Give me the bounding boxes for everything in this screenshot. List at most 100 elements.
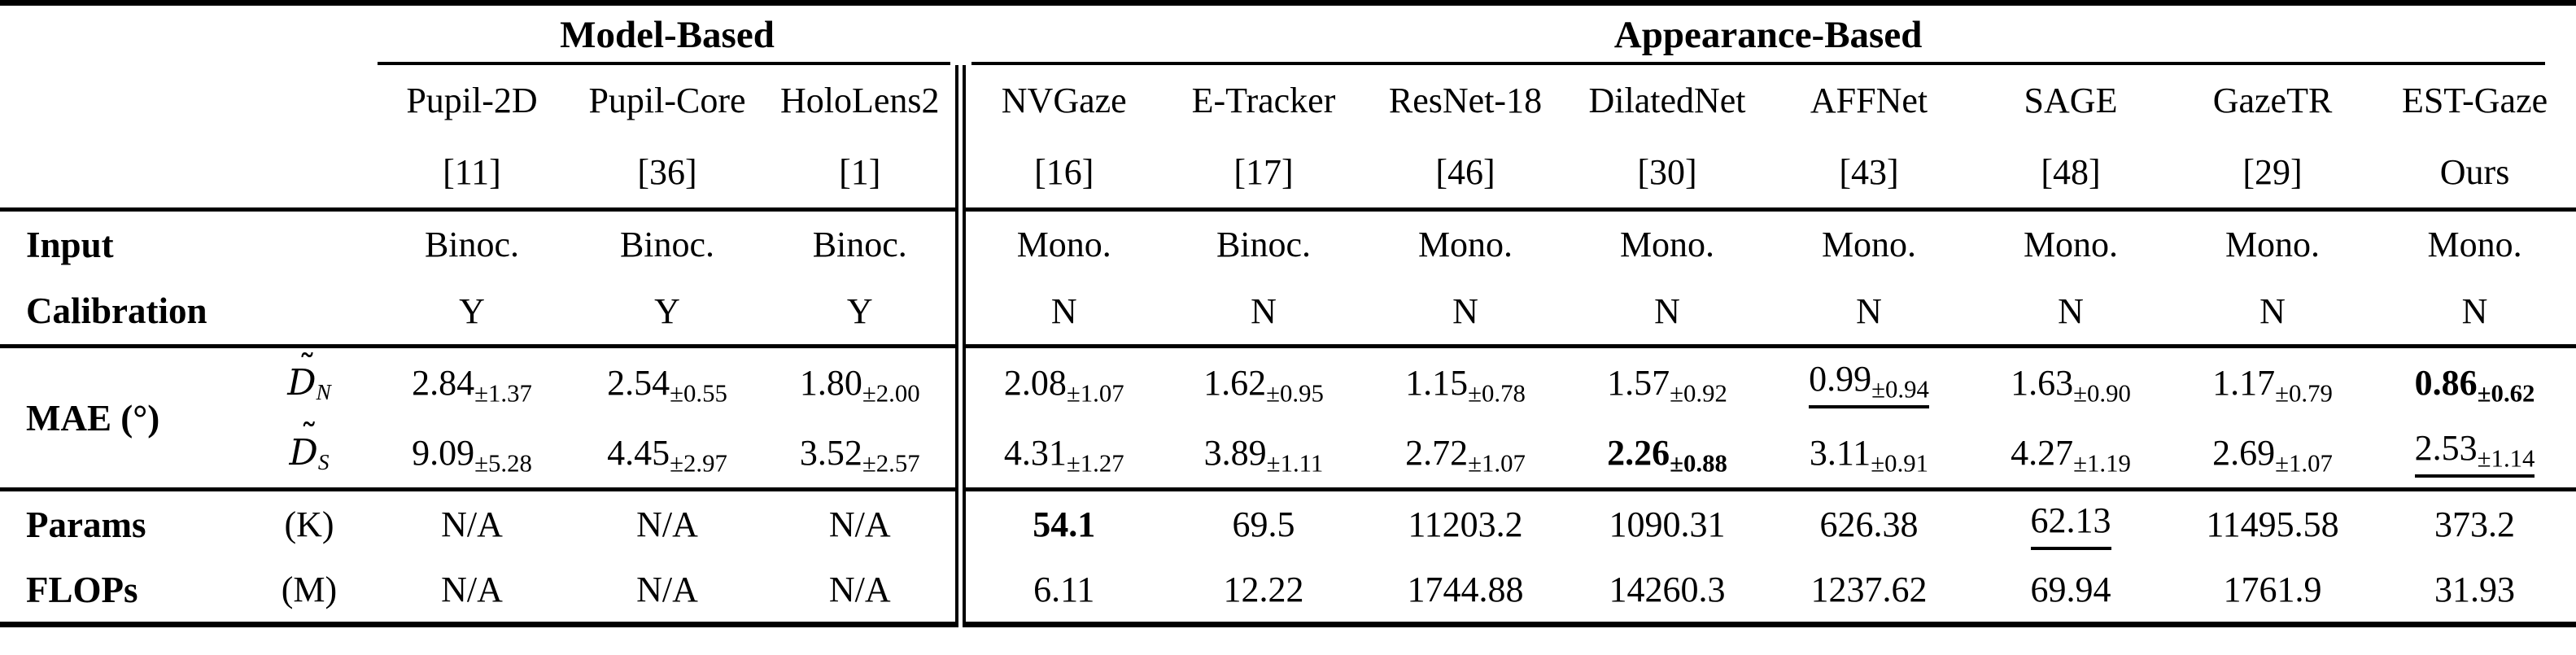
input-cell: Binoc. (1216, 225, 1312, 265)
group-label: Model-Based (560, 14, 775, 57)
column-name-gazetr: GazeTR (2212, 81, 2333, 120)
column-name-pupil-2d: Pupil-2D (406, 81, 538, 120)
mae-cell: 2.84±1.37 (412, 363, 532, 408)
flops-unit: (M) (281, 570, 338, 610)
flops-cell: 1744.88 (1407, 570, 1524, 610)
column-ref: [29] (2242, 151, 2303, 192)
column-name-dilatednet: DilatedNet (1588, 81, 1746, 120)
column-name-e-tracker: E-Tracker (1191, 81, 1336, 120)
column-names-row: Pupil-2D Pupil-Core HoloLens2 NVGaze E-T… (0, 64, 2576, 137)
spacer-cell (244, 278, 374, 347)
column-ref: [36] (637, 151, 697, 192)
column-ref: [30] (1637, 151, 1697, 192)
input-cell: Binoc. (812, 225, 907, 265)
column-name-hololens2: HoloLens2 (779, 81, 940, 120)
input-cell: Mono. (2023, 225, 2119, 265)
column-name-est-gaze: EST-Gaze (2401, 81, 2548, 120)
dataset-symbol-dn: D ˜ N (287, 347, 331, 405)
params-cell: 69.5 (1232, 504, 1295, 545)
flops-cell: 1237.62 (1810, 570, 1928, 610)
input-cell: Mono. (2427, 225, 2522, 265)
row-label-flops: FLOPs (26, 569, 138, 610)
mae-cell-bold: 0.86±0.62 (2414, 363, 2535, 408)
input-row: Input Binoc. Binoc. Binoc. Mono. Binoc. … (0, 209, 2576, 278)
group-header-model-based: Model-Based (374, 3, 960, 65)
mae-cell: 3.11±0.91 (1809, 432, 1929, 478)
input-cell: Mono. (1417, 225, 1513, 265)
params-cell: 11203.2 (1408, 504, 1523, 545)
mae-cell: 2.54±0.55 (607, 363, 727, 408)
flops-cell: N/A (636, 570, 698, 610)
calibration-cell: N (1654, 290, 1680, 331)
params-cell: N/A (636, 504, 698, 545)
mae-cell: 1.80±2.00 (799, 363, 920, 408)
calibration-cell: N (1452, 290, 1478, 331)
calibration-cell: N (1251, 290, 1277, 331)
mae-cell: 1.17±0.79 (2212, 363, 2333, 408)
calibration-row: Calibration Y Y Y N N N N N N N N (0, 277, 2576, 347)
params-cell: N/A (441, 504, 503, 545)
column-ref: [17] (1233, 151, 1294, 192)
row-label-input: Input (26, 224, 114, 265)
column-name-nvgaze: NVGaze (954, 64, 1163, 137)
flops-cell: 69.94 (2030, 570, 2111, 610)
flops-cell: N/A (828, 570, 891, 610)
mae-cell: 1.15±0.78 (1405, 363, 1526, 408)
mae-cell-underlined: 0.99±0.94 (1768, 347, 1970, 418)
params-cell: 373.2 (2434, 504, 2516, 545)
mae-ds-row: D ˜ S 9.09±5.28 4.45±2.97 3.52±2.57 4.31±1… (0, 417, 2576, 490)
dataset-symbol-ds: D ˜ S (289, 417, 330, 474)
calibration-cell: N (2259, 290, 2286, 331)
column-ref: [43] (1839, 151, 1899, 192)
calibration-cell: Y (846, 290, 873, 331)
mae-cell: 2.08±1.07 (954, 346, 1163, 418)
flops-cell: 12.22 (1223, 570, 1304, 610)
corner-spacer (0, 65, 374, 137)
params-row: Params (K) N/A N/A N/A 54.1 69.5 11203.2… (0, 489, 2576, 558)
calibration-cell: Y (459, 290, 485, 331)
group-label: Appearance-Based (1613, 14, 1923, 57)
column-ref: [48] (2041, 151, 2101, 192)
column-refs-row: [11] [36] [1] [16] [17] [46] [30] [43] [… (0, 136, 2576, 210)
mae-cell: 2.69±1.07 (2212, 432, 2333, 478)
mae-dn-row: MAE (°) D ˜ N 2.84±1.37 2.54±0.55 1.80±2.0… (0, 346, 2576, 439)
mae-cell: 3.89±1.11 (1203, 432, 1324, 478)
tilde-accent: ˜ (299, 417, 318, 459)
row-label-calibration: Calibration (26, 290, 207, 332)
group-header-appearance-based: Appearance-Based (960, 3, 2576, 65)
input-cell: Binoc. (424, 225, 520, 265)
input-cell: Binoc. (619, 225, 715, 265)
mae-cell: 2.72±1.07 (1405, 432, 1526, 478)
cmidrule-appearance (971, 61, 2546, 65)
row-label-mae: MAE (°) (26, 397, 160, 439)
column-ref: [1] (839, 151, 881, 192)
mae-cell: 3.52±2.57 (799, 432, 920, 478)
column-name-pupil-core: Pupil-Core (588, 81, 746, 120)
flops-cell: 1761.9 (2223, 570, 2322, 610)
row-label-params: Params (26, 504, 146, 545)
corner-spacer (0, 3, 374, 65)
input-cell: Mono. (954, 209, 1163, 278)
flops-row: FLOPs (M) N/A N/A N/A 6.11 12.22 1744.88… (0, 557, 2576, 625)
params-cell: 11495.58 (2206, 504, 2339, 545)
flops-cell: N/A (441, 570, 503, 610)
calibration-cell: N (2058, 290, 2084, 331)
method-comparison-table: Model-Based Appearance-Based Pupil-2D Pu… (0, 0, 2576, 625)
cmidrule-model (378, 61, 950, 65)
input-cell: Mono. (2225, 225, 2321, 265)
mae-cell: 1.57±0.92 (1607, 363, 1727, 408)
column-ref-ours: Ours (2439, 151, 2510, 192)
input-cell: Mono. (1821, 225, 1917, 265)
flops-cell: 6.11 (954, 557, 1163, 625)
calibration-cell: N (954, 277, 1163, 347)
column-name-resnet-18: ResNet-18 (1388, 81, 1543, 120)
column-ref: [16] (954, 136, 1163, 210)
calibration-cell: Y (654, 290, 680, 331)
mae-cell: 9.09±5.28 (412, 432, 532, 478)
spacer-cell (244, 210, 374, 278)
mae-cell: 1.62±0.95 (1203, 363, 1324, 408)
column-ref: [11] (443, 151, 501, 192)
group-header-row: Model-Based Appearance-Based (0, 3, 2576, 65)
flops-cell: 14260.3 (1609, 570, 1726, 610)
